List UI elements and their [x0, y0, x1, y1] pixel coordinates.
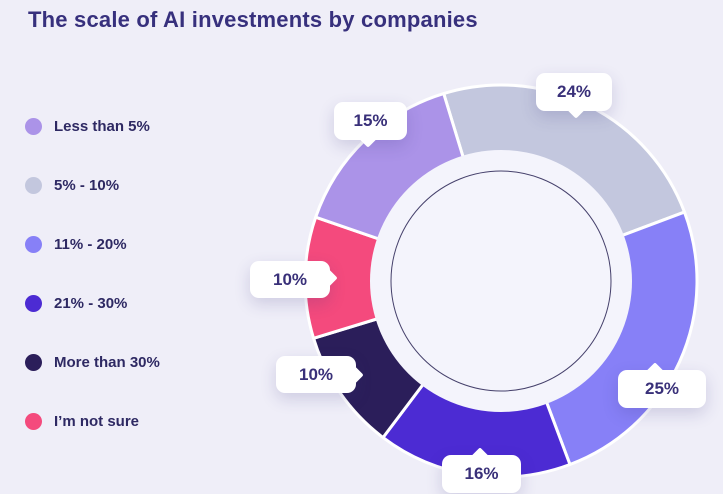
legend-label-more-30: More than 30%: [54, 353, 160, 371]
legend-dot-less-5: [25, 117, 42, 135]
callout-value: 10%: [298, 364, 334, 384]
legend-item-5-10: 5% - 10%: [25, 175, 160, 195]
legend-item-less-5: Less than 5%: [25, 116, 160, 136]
inner-guide-circle: [390, 170, 612, 392]
legend-label-11-20: 11% - 20%: [54, 235, 127, 253]
callout-value: 24%: [556, 82, 592, 101]
legend: Less than 5% 5% - 10% 11% - 20% 21% - 30% Mo…: [25, 116, 160, 431]
callout-11-20: 25%: [618, 362, 706, 408]
callout-21-30: 16%: [442, 447, 521, 493]
callout-more-30: 10%: [276, 356, 364, 393]
donut-hole: [370, 150, 632, 412]
legend-item-more-30: More than 30%: [25, 352, 160, 372]
callout-5-10: 24%: [536, 73, 612, 119]
legend-dot-not-sure: [25, 412, 42, 430]
legend-item-11-20: 11% - 20%: [25, 234, 160, 254]
chart-title: The scale of AI investments by companies: [28, 7, 478, 32]
legend-label-not-sure: I’m not sure: [54, 412, 140, 430]
legend-dot-21-30: [25, 294, 42, 312]
legend-dot-more-30: [25, 353, 42, 371]
legend-label-5-10: 5% - 10%: [54, 176, 120, 194]
legend-label-21-30: 21% - 30%: [54, 294, 128, 312]
legend-dot-5-10: [25, 176, 42, 194]
legend-dot-11-20: [25, 235, 42, 253]
callout-value: 15%: [353, 111, 388, 130]
legend-item-not-sure: I’m not sure: [25, 411, 160, 431]
legend-label-less-5: Less than 5%: [54, 117, 150, 135]
callout-value: 10%: [272, 269, 308, 289]
callout-less-5: 15%: [334, 102, 407, 148]
callout-value: 16%: [464, 464, 499, 483]
callout-not-sure: 10%: [250, 261, 338, 298]
callout-value: 25%: [644, 379, 680, 398]
legend-item-21-30: 21% - 30%: [25, 293, 160, 313]
